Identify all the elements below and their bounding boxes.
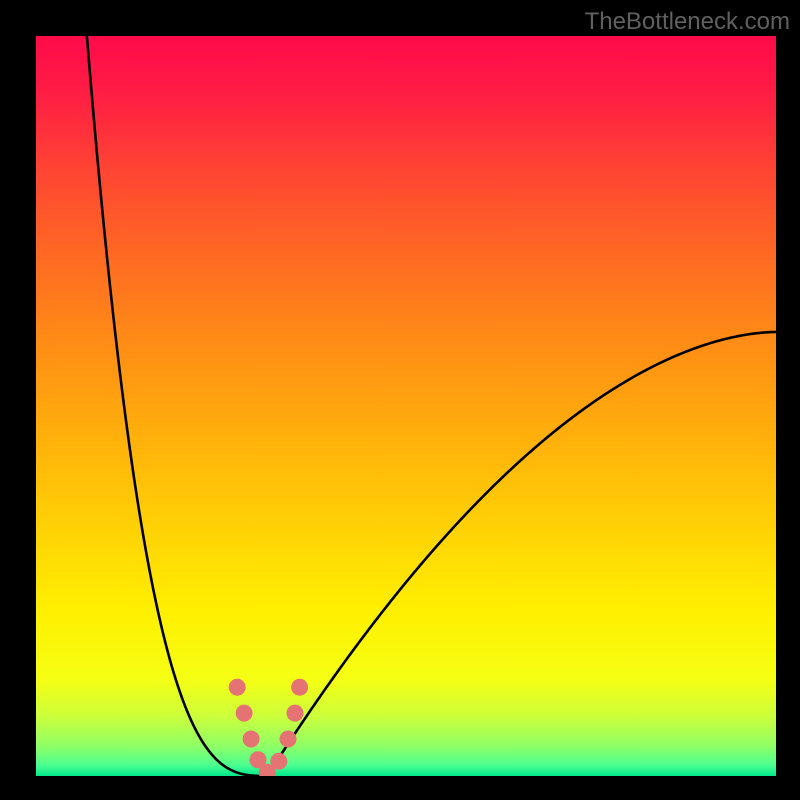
- valley-marker: [287, 705, 304, 722]
- valley-marker: [243, 731, 260, 748]
- valley-marker: [236, 705, 253, 722]
- chart-svg: [36, 36, 776, 776]
- chart-frame: TheBottleneck.com: [0, 0, 800, 800]
- valley-marker: [270, 753, 287, 770]
- valley-marker: [291, 679, 308, 696]
- plot-area: [36, 36, 776, 776]
- watermark-label: TheBottleneck.com: [585, 8, 790, 36]
- valley-marker: [280, 731, 297, 748]
- gradient-background: [36, 36, 776, 776]
- valley-marker: [229, 679, 246, 696]
